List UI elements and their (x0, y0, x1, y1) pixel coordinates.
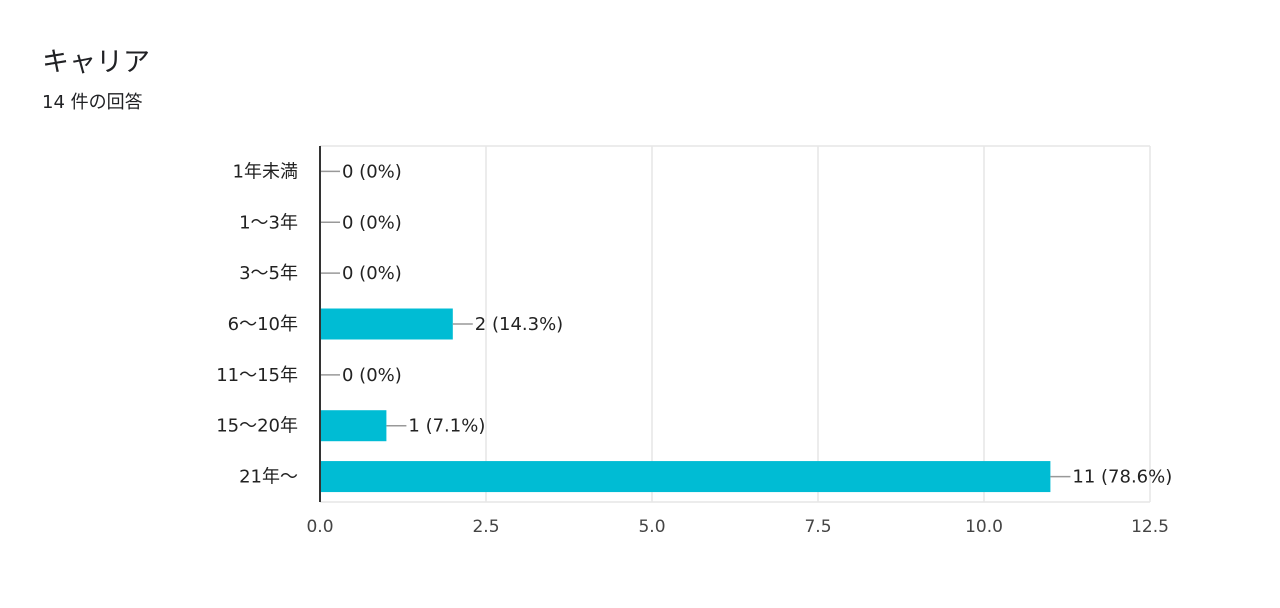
bar[interactable] (320, 308, 453, 340)
category-label: 1〜3年 (239, 212, 298, 233)
x-tick-label: 7.5 (804, 517, 831, 537)
category-label: 11〜15年 (216, 365, 298, 386)
category-labels: 1年未満 1〜3年 3〜5年 6〜10年 11〜15年 15〜20年 21年〜 (216, 161, 298, 487)
category-label: 1年未満 (233, 161, 298, 182)
category-label: 15〜20年 (216, 416, 298, 437)
value-label: 0 (0%) (342, 365, 402, 386)
x-tick-label: 10.0 (965, 517, 1003, 537)
value-label: 1 (7.1%) (408, 416, 485, 437)
bar[interactable] (320, 410, 387, 442)
value-label: 0 (0%) (342, 161, 402, 182)
grid-lines (320, 145, 1151, 503)
bars (320, 308, 1051, 493)
bar[interactable] (320, 461, 1051, 493)
category-label: 21年〜 (239, 467, 298, 488)
value-label: 11 (78.6%) (1072, 467, 1172, 488)
value-label: 2 (14.3%) (475, 314, 563, 335)
response-count: 14 件の回答 (42, 92, 143, 113)
x-tick-label: 0.0 (306, 517, 333, 537)
x-tick-label: 12.5 (1131, 517, 1169, 537)
x-tick-labels: 0.0 2.5 5.0 7.5 10.0 12.5 (306, 517, 1168, 537)
value-labels: 0 (0%) 0 (0%) 0 (0%) 2 (14.3%) 0 (0%) 1 (7.1%… (320, 161, 1172, 488)
page-title: キャリア (42, 47, 150, 78)
category-label: 3〜5年 (239, 263, 298, 284)
value-label: 0 (0%) (342, 263, 402, 284)
x-tick-label: 5.0 (638, 517, 665, 537)
category-label: 6〜10年 (228, 314, 298, 335)
value-label: 0 (0%) (342, 212, 402, 233)
x-tick-label: 2.5 (472, 517, 499, 537)
